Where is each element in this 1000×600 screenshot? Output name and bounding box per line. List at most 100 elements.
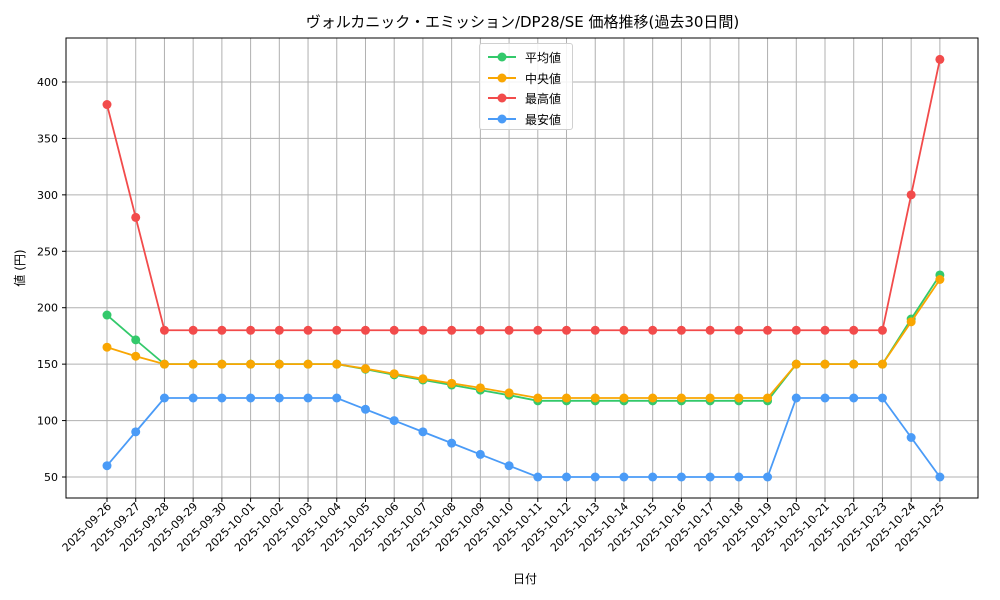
data-point-marker [763,325,773,335]
data-point-marker [131,427,141,437]
data-point-marker [131,212,141,222]
data-point-marker [906,190,916,200]
data-point-marker [705,325,715,335]
data-point-marker [360,364,370,374]
data-point-marker [676,393,686,403]
y-axis-ticks: 50 100 150 200 250 300 350 400 [37,76,66,484]
data-point-marker [849,359,859,369]
data-point-marker [877,359,887,369]
data-point-marker [619,472,629,482]
data-point-marker [906,317,916,327]
data-point-marker [648,325,658,335]
legend-item: 中央値 [480,68,572,88]
data-point-marker [590,325,600,335]
series-line [106,59,941,332]
data-point-marker [332,393,342,403]
data-point-marker [562,472,572,482]
legend-label: 最高値 [525,92,562,106]
legend-line-marker-icon [488,114,516,123]
legend: 平均値中央値最高値最安値 [479,43,573,130]
data-point-marker [418,325,428,335]
data-point-marker [360,404,370,414]
data-point-marker [217,393,227,403]
data-point-marker [475,383,485,393]
data-point-marker [188,359,198,369]
y-tick-label: 150 [37,358,58,371]
data-point-marker [763,472,773,482]
data-point-marker [418,374,428,384]
series-line [106,397,941,478]
data-point-marker [676,325,686,335]
legend-line-marker-icon [488,52,516,62]
legend-label: 最安値 [525,112,562,127]
data-point-marker [820,393,830,403]
data-point-marker [447,378,457,388]
series-line [106,278,941,399]
data-point-marker [303,359,313,369]
legend-item: 平均値 [480,47,572,67]
data-point-marker [360,325,370,335]
data-point-marker [676,472,686,482]
data-point-marker [475,325,485,335]
axes-frame [65,37,979,499]
x-axis-label: 日付 [513,572,537,586]
data-point-marker [102,342,112,352]
data-point-marker [131,335,141,345]
data-point-marker [274,393,284,403]
series-layer [102,54,945,482]
data-point-marker [849,393,859,403]
y-tick-label: 50 [44,471,58,484]
series-2 [102,54,945,335]
series-line [106,274,941,402]
legend-line-marker-icon [488,73,516,82]
data-point-marker [533,325,543,335]
data-point-marker [562,393,572,403]
legend-label: 中央値 [525,71,562,86]
data-point-marker [935,54,945,64]
data-point-marker [504,388,514,398]
data-point-marker [447,438,457,448]
legend-item: 最安値 [480,109,572,129]
data-point-marker [935,274,945,284]
y-tick-label: 250 [37,245,58,258]
data-point-marker [102,461,112,471]
data-point-marker [562,325,572,335]
data-point-marker [159,325,169,335]
data-point-marker [533,393,543,403]
y-tick-label: 400 [37,76,58,89]
data-point-marker [648,393,658,403]
data-point-marker [131,351,141,361]
data-point-marker [877,393,887,403]
data-point-marker [504,461,514,471]
data-point-marker [820,359,830,369]
data-point-marker [159,393,169,403]
data-point-marker [217,359,227,369]
data-point-marker [159,359,169,369]
data-point-marker [102,100,112,110]
data-point-marker [705,393,715,403]
data-point-marker [734,325,744,335]
data-point-marker [590,393,600,403]
x-axis-ticks: 2025-09-262025-09-272025-09-282025-09-29… [60,498,947,554]
data-point-marker [217,325,227,335]
data-point-marker [475,449,485,459]
data-point-marker [820,325,830,335]
data-point-marker [648,472,658,482]
data-point-marker [504,325,514,335]
data-point-marker [935,472,945,482]
data-point-marker [763,393,773,403]
series-1 [102,274,945,403]
data-point-marker [102,310,112,320]
data-point-marker [734,472,744,482]
data-point-marker [303,393,313,403]
legend-label: 平均値 [525,51,562,65]
data-point-marker [389,369,399,379]
series-0 [102,270,945,406]
data-point-marker [188,393,198,403]
data-point-marker [734,393,744,403]
data-point-marker [418,427,428,437]
data-point-marker [332,359,342,369]
data-point-marker [246,359,256,369]
data-point-marker [332,325,342,335]
y-tick-label: 300 [37,189,58,202]
